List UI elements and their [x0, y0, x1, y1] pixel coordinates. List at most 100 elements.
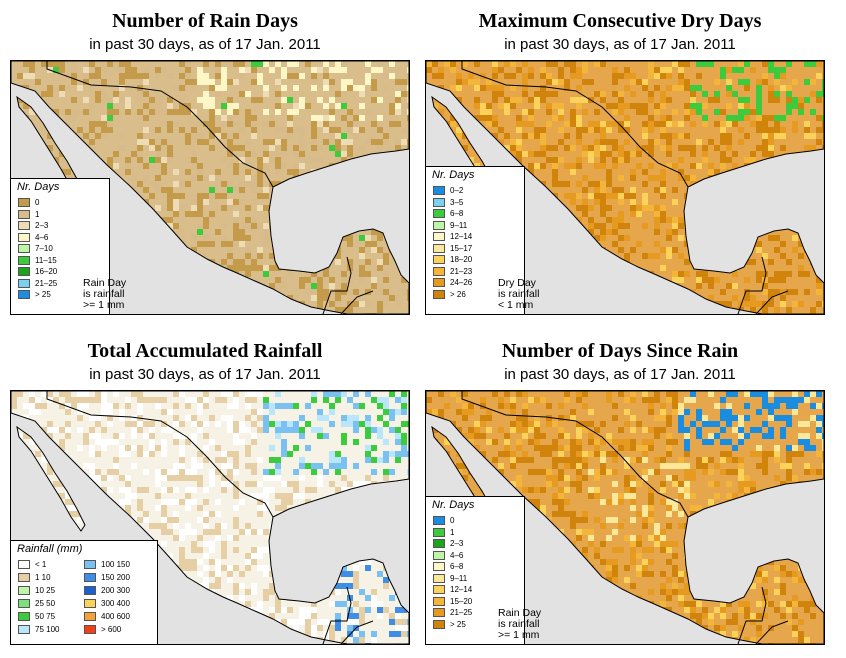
legend-label: 2–3: [35, 221, 49, 230]
legend-swatch: [433, 232, 445, 241]
legend-label: 0: [450, 516, 455, 525]
legend-label: 15–20: [450, 596, 473, 606]
legend-note-line: Rain Day: [498, 607, 542, 619]
panel-max-dry-days: Maximum Consecutive Dry Days in past 30 …: [415, 0, 825, 322]
panel-title: Maximum Consecutive Dry Days: [478, 10, 762, 32]
coastline: [16, 425, 86, 532]
country-border: [340, 620, 374, 644]
legend-label: 16–20: [35, 267, 58, 276]
legend-swatch: [84, 612, 96, 621]
legend-swatch: [18, 290, 30, 299]
legend-swatch: [433, 527, 445, 537]
country-border: [737, 256, 767, 314]
legend-title: Nr. Days: [17, 181, 60, 193]
legend-swatch: [84, 625, 96, 634]
legend-label: 300 400: [101, 599, 130, 608]
legend-swatch: [433, 186, 445, 195]
legend-swatch: [84, 573, 96, 582]
legend-swatch: [433, 220, 445, 230]
legend-label: 18–20: [450, 255, 473, 264]
country-border: [46, 391, 274, 518]
legend-label: 1: [450, 527, 455, 537]
legend-label: 12–14: [450, 585, 473, 594]
country-border: [322, 256, 352, 314]
legend-label: 10 25: [35, 586, 56, 595]
legend-swatch: [433, 608, 445, 617]
legend-label: 0: [35, 198, 40, 207]
legend-title: Nr. Days: [432, 169, 475, 181]
legend-swatch: [18, 255, 30, 265]
panel-total-rainfall: Total Accumulated Rainfall in past 30 da…: [0, 330, 410, 652]
panel-subtitle: in past 30 days, as of 17 Jan. 2011: [504, 36, 736, 53]
legend-swatch: [18, 209, 30, 219]
legend-swatch: [433, 550, 445, 560]
panel-subtitle: in past 30 days, as of 17 Jan. 2011: [504, 366, 736, 383]
legend-label: 0–2: [450, 186, 464, 195]
legend-swatch: [84, 560, 96, 569]
coastline: [426, 61, 824, 314]
legend-swatch: [18, 244, 30, 253]
legend-swatch: [18, 573, 30, 582]
legend-note-line: Dry Day: [498, 277, 536, 289]
country-border: [461, 391, 689, 518]
legend-title: Nr. Days: [432, 499, 475, 511]
legend-label: 6–8: [450, 562, 464, 571]
legend-title: Rainfall (mm): [17, 543, 83, 555]
legend-label: 50 75: [35, 612, 56, 621]
legend-note-line: is rainfall: [83, 288, 125, 300]
legend-label: 25 50: [35, 599, 56, 608]
coastline: [11, 61, 409, 314]
country-border: [322, 586, 352, 644]
panel-days-since-rain: Number of Days Since Rain in past 30 day…: [415, 330, 825, 652]
legend-note: Dry Day is rainfall < 1 mm: [498, 278, 539, 311]
country-border: [737, 586, 767, 644]
legend-swatch: [18, 599, 30, 608]
legend-label: 6–8: [450, 209, 464, 218]
legend-note-line: is rainfall: [498, 288, 540, 300]
legend-label: 21–25: [35, 278, 58, 288]
legend-swatch: [433, 289, 445, 299]
legend-note-line: is rainfall: [498, 618, 540, 630]
panel-title: Number of Days Since Rain: [501, 340, 739, 362]
legend-swatch: [433, 266, 445, 276]
legend-label: 150 200: [101, 573, 130, 582]
panel-title: Number of Rain Days: [112, 10, 298, 32]
legend-swatch: [18, 267, 30, 276]
legend-note-line: Rain Day: [83, 277, 127, 289]
legend-swatch: [18, 560, 30, 569]
legend: Nr. Days 0 1 2–3 4–6 7–10 11–15 16–20 21–25 > 25 R…: [10, 178, 126, 315]
legend-swatch: [84, 586, 96, 595]
legend-label: 75 100: [35, 625, 60, 634]
legend-swatch: [433, 255, 445, 264]
legend-label: 400 600: [101, 612, 130, 621]
legend: Nr. Days 0–2 3–5 6–8 9–11 12–14 15–17 18–20 21–2…: [425, 166, 539, 315]
legend-label: 4–6: [35, 232, 49, 242]
legend-swatch: [18, 278, 30, 288]
legend-note-line: >= 1 mm: [498, 629, 540, 641]
legend-label: 1 10: [35, 573, 51, 582]
panel-subtitle: in past 30 days, as of 17 Jan. 2011: [89, 366, 321, 383]
legend-swatch: [433, 243, 445, 253]
country-border: [340, 290, 374, 314]
legend-swatch: [18, 232, 30, 242]
legend-swatch: [433, 585, 445, 594]
legend-swatch: [433, 596, 445, 606]
country-border: [461, 61, 689, 188]
legend-label: 2–3: [450, 539, 464, 548]
legend-swatch: [84, 599, 96, 608]
country-border: [755, 620, 789, 644]
legend-label: 12–14: [450, 232, 473, 241]
legend-label: > 26: [450, 289, 466, 299]
legend-swatch: [18, 586, 30, 595]
legend-note-line: < 1 mm: [498, 299, 534, 311]
legend-label: 9–11: [450, 220, 468, 230]
legend-label: 3–5: [450, 197, 464, 207]
legend-swatch: [433, 278, 445, 287]
panel-title: Total Accumulated Rainfall: [87, 340, 323, 362]
panel-rain-days: Number of Rain Days in past 30 days, as …: [0, 0, 410, 322]
legend-swatch: [433, 209, 445, 218]
country-border: [46, 61, 274, 188]
legend-label: 21–25: [450, 608, 473, 617]
legend-note: Rain Day is rainfall >= 1 mm: [83, 278, 126, 311]
panel-subtitle: in past 30 days, as of 17 Jan. 2011: [89, 36, 321, 53]
